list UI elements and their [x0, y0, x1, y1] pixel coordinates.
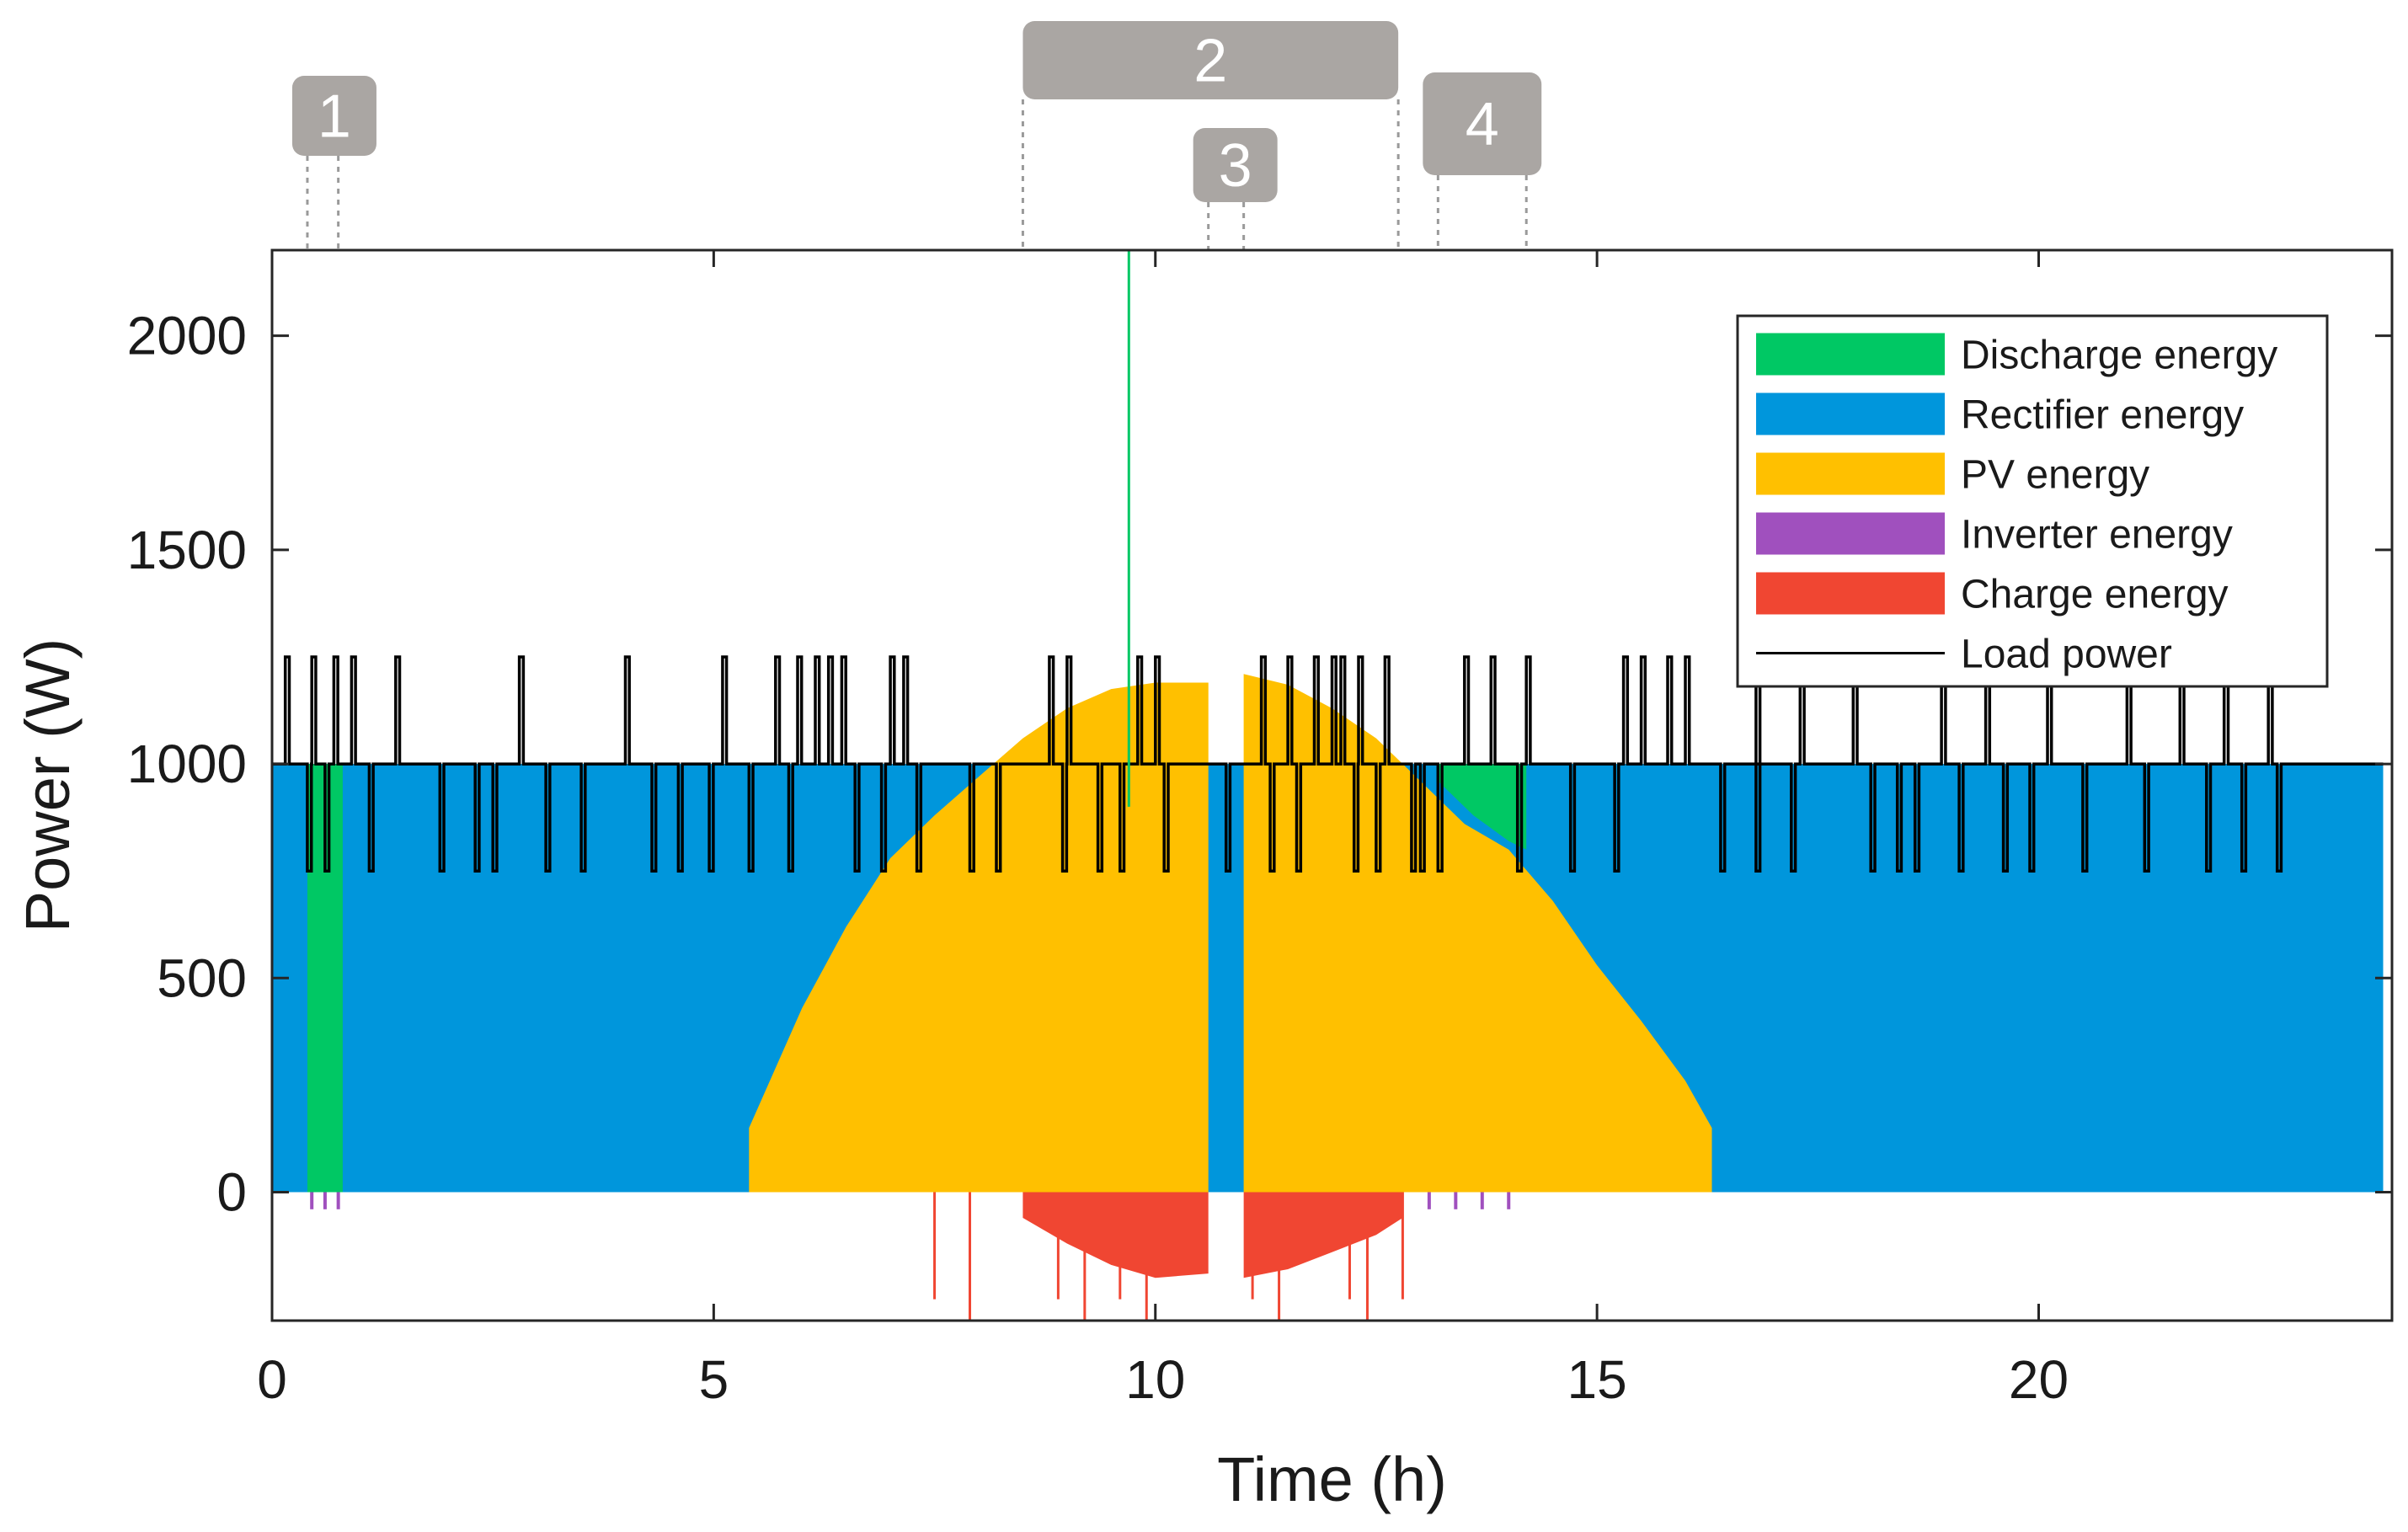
legend-swatch-discharge [1756, 333, 1945, 376]
legend: Discharge energy Rectifier energy PV energ… [1736, 314, 2329, 688]
region-label-2: 2 [1193, 28, 1227, 95]
legend-swatch-charge [1756, 572, 1945, 615]
legend-label-discharge: Discharge energy [1961, 334, 2277, 378]
legend-label-rectifier: Rectifier energy [1961, 393, 2244, 438]
region-box-1 [291, 76, 376, 156]
pv-area [749, 674, 1712, 1193]
y-axis-title: Power (W) [13, 638, 83, 932]
x-tick-label: 0 [257, 1349, 287, 1410]
legend-label-load: Load power [1961, 633, 2172, 677]
y-tick-label: 1500 [127, 520, 247, 580]
plot-area [272, 250, 2384, 1321]
legend-box [1736, 314, 2329, 688]
charge-gap [1208, 1192, 1244, 1321]
y-tick-label: 500 [157, 947, 247, 1008]
y-tick-label: 1000 [127, 734, 247, 794]
y-tick-label: 2000 [127, 306, 247, 366]
region-box-3 [1193, 128, 1278, 202]
x-tick-label: 20 [2009, 1349, 2069, 1410]
region-box-4 [1423, 72, 1542, 175]
x-tick-label: 5 [699, 1349, 729, 1410]
plot-frame [270, 248, 2394, 1322]
region-box-2 [1022, 21, 1399, 99]
discharge-area [1438, 764, 1527, 850]
legend-swatch-inverter [1756, 512, 1945, 555]
region-label-3: 3 [1219, 132, 1252, 200]
axes: 0 5 10 15 20 0 500 1000 1500 2000 [127, 248, 2394, 1410]
x-tick-label: 10 [1125, 1349, 1185, 1410]
legend-label-pv: PV energy [1961, 453, 2149, 498]
x-tick-label: 15 [1567, 1349, 1627, 1410]
region-label-1: 1 [318, 83, 351, 151]
legend-label-inverter: Inverter energy [1961, 513, 2233, 558]
x-axis-title: Time (h) [1217, 1444, 1447, 1514]
legend-swatch-rectifier [1756, 392, 1945, 435]
y-tick-label: 0 [216, 1161, 247, 1222]
load-power-line [272, 655, 2384, 873]
legend-swatch-pv [1756, 452, 1945, 495]
legend-label-charge: Charge energy [1961, 573, 2229, 617]
region-label-4: 4 [1466, 91, 1499, 158]
